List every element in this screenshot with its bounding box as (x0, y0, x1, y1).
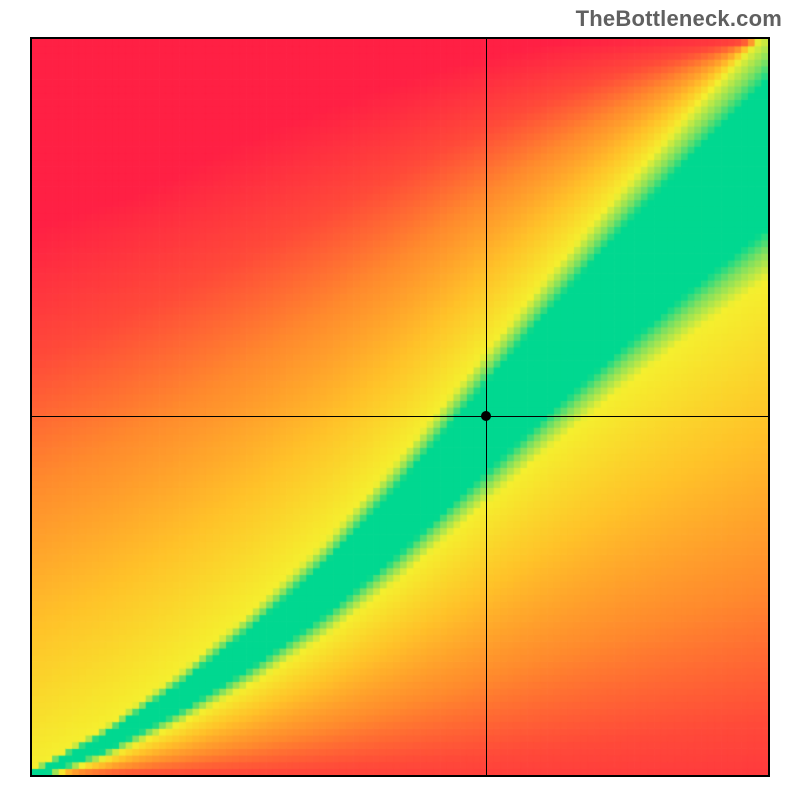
crosshair-vertical-line (486, 39, 487, 775)
heatmap-canvas (32, 39, 768, 775)
crosshair-marker-dot (481, 411, 491, 421)
root-container: TheBottleneck.com (0, 0, 800, 800)
heatmap-plot-area (30, 37, 770, 777)
watermark-text: TheBottleneck.com (576, 6, 782, 32)
crosshair-horizontal-line (32, 416, 768, 417)
